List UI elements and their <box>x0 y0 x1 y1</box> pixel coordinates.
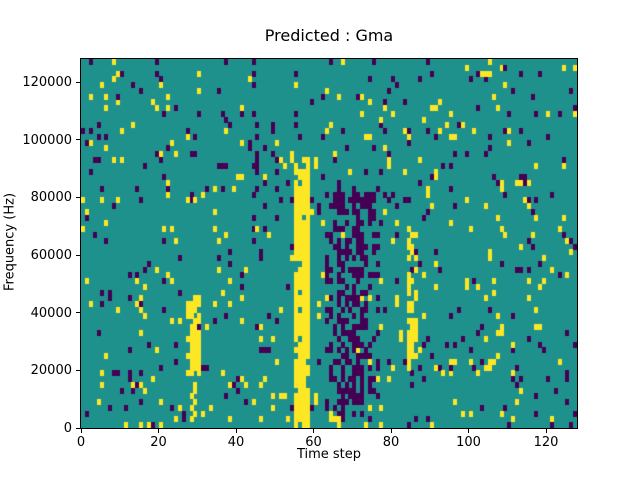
heatmap-canvas <box>81 59 577 428</box>
x-tick-mark <box>313 429 314 433</box>
x-tick-mark <box>235 429 237 433</box>
x-tick-label: 100 <box>456 435 481 450</box>
y-tick-label: 100000 <box>22 132 72 148</box>
y-tick-mark <box>76 196 80 198</box>
x-tick-mark <box>80 429 82 433</box>
x-tick-mark <box>468 429 469 433</box>
y-tick-label: 60000 <box>30 248 72 264</box>
y-tick-mark <box>76 312 80 314</box>
chart-title: Predicted : Gma <box>264 26 394 45</box>
x-tick-label: 0 <box>76 435 86 450</box>
plot-area <box>80 58 578 429</box>
x-tick-label: 60 <box>305 435 322 450</box>
y-tick-label: 20000 <box>30 363 72 379</box>
y-tick-mark <box>76 369 80 371</box>
y-tick-label: 120000 <box>22 75 72 91</box>
x-tick-mark <box>545 429 547 433</box>
y-tick-label: 40000 <box>30 305 72 321</box>
x-tick-label: 80 <box>382 435 400 450</box>
y-tick-mark <box>76 254 80 256</box>
y-tick-mark <box>76 427 80 429</box>
y-tick-mark <box>76 139 80 141</box>
y-tick-label: 80000 <box>30 190 72 206</box>
x-tick-label: 120 <box>533 435 559 450</box>
x-tick-label: 20 <box>150 435 167 450</box>
x-tick-mark <box>390 429 392 433</box>
x-tick-label: 40 <box>227 435 245 450</box>
y-axis-label: Frequency (Hz) <box>2 192 18 292</box>
y-tick-mark <box>76 81 80 83</box>
y-tick-label: 0 <box>63 421 72 436</box>
x-tick-mark <box>158 429 159 433</box>
x-axis-label: Time step <box>296 447 362 462</box>
